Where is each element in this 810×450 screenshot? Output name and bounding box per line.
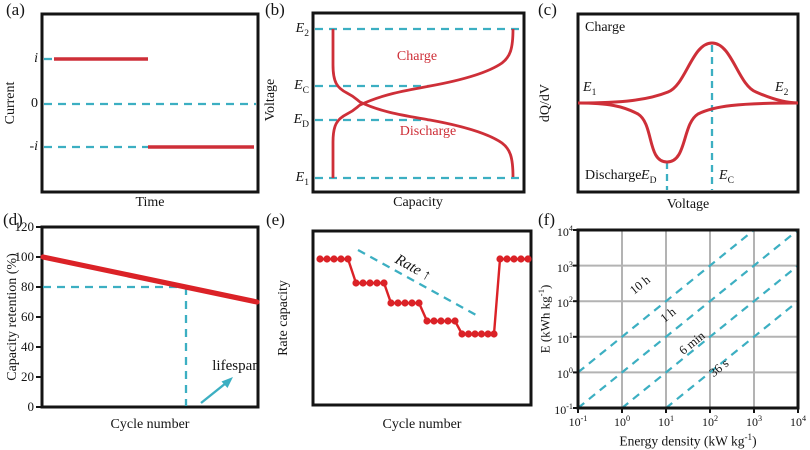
x-axis-label: Time [135, 195, 165, 210]
tick-neg-i: -i [29, 139, 38, 154]
y-tick: 104 [556, 224, 573, 239]
tick-marks [573, 229, 799, 413]
retention-line [40, 254, 260, 305]
y-tick: 10-1 [554, 402, 573, 417]
panel-d: (d) Capacity retention (%) 120 100 80 60… [0, 210, 270, 450]
e2-label: E2 [775, 80, 789, 98]
ed-label: ED [641, 168, 657, 186]
panel-e: (e) Rate capacity Rate ↑ Cycle number [263, 210, 535, 450]
y-tick: 103 [556, 260, 573, 275]
y-axis-label: Rate capacity [276, 280, 291, 356]
panel-b: (b) Voltage E2 EC ED E1 Charge Discharge… [263, 0, 535, 212]
tick-ec: EC [294, 78, 309, 96]
y-axis-label: dQ/dV [538, 83, 553, 123]
panel-letter: (c) [538, 0, 557, 19]
plot-frame [311, 11, 526, 194]
panel-b-plot [311, 11, 526, 194]
y-tick: 0 [27, 399, 35, 414]
tick-i: i [34, 51, 38, 66]
tick-ed: ED [293, 112, 309, 130]
plot-frame [576, 228, 800, 410]
x-tick: 10-1 [568, 414, 588, 429]
rate-dashed-line [357, 248, 477, 317]
y-tick: 60 [21, 309, 34, 324]
y-tick: 100 [556, 366, 573, 381]
x-axis-label: Cycle number [382, 417, 462, 432]
y-tick: 120 [14, 219, 35, 234]
x-tick: 102 [701, 414, 719, 429]
panel-letter: (f) [538, 210, 555, 229]
x-axis-label: Voltage [666, 197, 710, 212]
panel-e-plot [311, 229, 533, 407]
discharge-label: Discharge [585, 168, 642, 183]
charge-curve [331, 28, 515, 178]
panel-c-plot [576, 12, 800, 194]
tick-zero: 0 [31, 96, 38, 111]
discharge-curve [331, 29, 515, 178]
charge-label: Charge [396, 49, 438, 64]
panel-c: (c) dQ/dV Charge Discharge E1 E2 ED EC V… [535, 0, 810, 212]
tick-e1: E1 [295, 170, 309, 188]
y-axis-label: E (kWh kg-1) [536, 284, 553, 354]
y-tick: 80 [21, 279, 34, 294]
panel-letter: (b) [265, 0, 285, 19]
y-tick: 20 [21, 369, 34, 384]
y-tick-marks [36, 226, 42, 408]
x-tick: 100 [613, 414, 631, 429]
line-36s [665, 300, 799, 409]
panel-f-plot [573, 228, 800, 413]
panel-letter: (a) [6, 0, 25, 19]
plot-frame [40, 12, 260, 194]
lifespan-label: lifespan [212, 358, 260, 374]
plot-frame [311, 229, 533, 407]
panel-f: (f) E (kWh kg-1) 104 103 102 101 100 10-… [535, 210, 810, 450]
x-tick: 103 [745, 414, 763, 429]
discharge-peak-curve [577, 101, 799, 164]
panel-a: (a) Current i 0 -i Time [0, 0, 270, 212]
panel-d-plot [36, 225, 260, 409]
charge-peak-curve [577, 41, 799, 105]
y-tick: 101 [556, 331, 573, 346]
y-tick: 40 [21, 339, 34, 354]
discharge-label: Discharge [399, 124, 457, 139]
panel-letter: (d) [3, 210, 23, 229]
y-tick: 102 [556, 295, 573, 310]
line-10h [577, 229, 755, 374]
panel-a-plot [40, 12, 260, 194]
time-diagonal-lines [577, 229, 799, 409]
panel-letter: (e) [266, 210, 285, 229]
line-6min [621, 264, 799, 409]
x-axis-label: Cycle number [110, 417, 190, 432]
rate-step-dots [316, 255, 532, 338]
lifespan-arrow-icon [200, 377, 233, 404]
charge-label: Charge [585, 20, 626, 35]
e1-label: E1 [583, 80, 597, 98]
y-tick: 100 [14, 249, 35, 264]
line-1h [577, 229, 799, 409]
x-tick: 104 [789, 414, 807, 429]
tick-e2: E2 [295, 21, 309, 39]
x-axis-label: Capacity [393, 195, 443, 210]
x-axis-label: Energy density (kW kg-1) [619, 432, 757, 449]
x-tick: 101 [657, 414, 675, 429]
ec-label: EC [719, 168, 734, 186]
grid-lines [578, 230, 798, 408]
